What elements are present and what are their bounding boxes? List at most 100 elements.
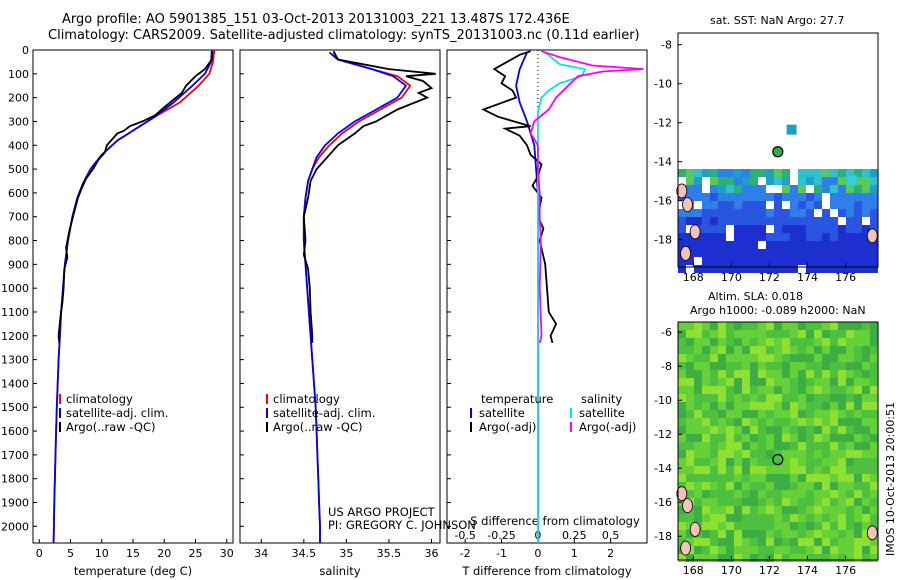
map-cell xyxy=(694,370,702,378)
map-cell xyxy=(742,241,750,249)
map-cell xyxy=(734,482,742,490)
map-cell xyxy=(726,265,734,273)
map-cell xyxy=(726,330,734,338)
map-cell xyxy=(694,410,702,418)
map-cell xyxy=(758,498,766,506)
sst-map-title: sat. SST: NaN Argo: 27.7 xyxy=(710,14,845,27)
series-line-climatology xyxy=(302,51,412,543)
y-tick-label: 300 xyxy=(8,115,29,128)
map-cell xyxy=(806,217,814,225)
map-cell xyxy=(726,450,734,458)
map-cell xyxy=(782,554,790,562)
panel-difference: -2 -1 0 1 2 T difference from climatology -0.5… xyxy=(446,49,648,578)
map-cell xyxy=(774,538,782,546)
map-cell xyxy=(686,490,694,498)
map-cell xyxy=(710,217,718,225)
map-cell xyxy=(806,498,814,506)
series-line-argo-raw-qc- xyxy=(57,51,214,343)
map-cell xyxy=(838,450,846,458)
map-cell xyxy=(750,346,758,354)
map-cell xyxy=(718,466,726,474)
axes-frame xyxy=(446,49,648,544)
map-cell xyxy=(702,394,710,402)
map-cell xyxy=(830,490,838,498)
map-cell xyxy=(870,434,878,442)
map-cell xyxy=(846,434,854,442)
map-cell xyxy=(758,169,766,177)
map-cell xyxy=(702,362,710,370)
map-cell xyxy=(742,169,750,177)
axes-frame xyxy=(239,49,441,544)
map-cell xyxy=(718,394,726,402)
map-cell xyxy=(734,538,742,546)
map-cell xyxy=(758,538,766,546)
map-cell xyxy=(862,442,870,450)
y-tick-label: -14 xyxy=(654,462,672,475)
map-cell xyxy=(710,514,718,522)
map-cell xyxy=(766,233,774,241)
map-cell xyxy=(686,426,694,434)
map-cell xyxy=(846,249,854,257)
map-cell xyxy=(678,426,686,434)
map-cell xyxy=(798,514,806,522)
map-cell xyxy=(694,338,702,346)
map-cell xyxy=(758,338,766,346)
legend-label: Argo(..raw -QC) xyxy=(273,420,363,434)
map-cell xyxy=(774,506,782,514)
map-cell xyxy=(774,426,782,434)
map-cell xyxy=(694,442,702,450)
map-cell xyxy=(798,442,806,450)
map-cell xyxy=(750,177,758,185)
map-cell xyxy=(686,466,694,474)
map-cell xyxy=(710,442,718,450)
y-tick-label: -12 xyxy=(654,428,672,441)
map-cell xyxy=(846,466,854,474)
panel-temperature: 0 5 10 15 20 25 30 temperature (deg C) 0 100 200 30… xyxy=(1,44,234,578)
map-cell xyxy=(678,346,686,354)
map-cell xyxy=(822,554,830,562)
map-cell xyxy=(854,185,862,193)
island-shape xyxy=(680,245,692,261)
map-cell xyxy=(742,386,750,394)
map-cell xyxy=(782,546,790,554)
map-cell xyxy=(830,426,838,434)
map-cell xyxy=(758,378,766,386)
map-cell xyxy=(774,370,782,378)
map-cell xyxy=(734,442,742,450)
map-cell xyxy=(774,362,782,370)
map-cell xyxy=(694,185,702,193)
map-cell xyxy=(814,330,822,338)
map-cell xyxy=(710,338,718,346)
map-cell xyxy=(718,338,726,346)
map-cell xyxy=(774,322,782,330)
map-cell xyxy=(790,458,798,466)
map-cell xyxy=(862,410,870,418)
map-cell xyxy=(806,538,814,546)
map-cell xyxy=(758,490,766,498)
map-cell xyxy=(838,225,846,233)
map-cell xyxy=(718,554,726,562)
map-cell xyxy=(806,265,814,273)
map-cell xyxy=(838,554,846,562)
map-cell xyxy=(838,434,846,442)
map-cell xyxy=(750,530,758,538)
map-cell xyxy=(830,402,838,410)
map-cell xyxy=(854,434,862,442)
map-cell xyxy=(814,322,822,330)
island-shape xyxy=(676,183,688,199)
map-cell xyxy=(790,506,798,514)
map-cell xyxy=(862,394,870,402)
map-cell xyxy=(798,466,806,474)
map-cell xyxy=(694,506,702,514)
map-cell xyxy=(750,466,758,474)
x-tick-label: 176 xyxy=(835,271,856,284)
map-cell xyxy=(830,498,838,506)
map-cell xyxy=(798,201,806,209)
map-cell xyxy=(678,418,686,426)
map-cell xyxy=(862,434,870,442)
map-cell xyxy=(798,450,806,458)
map-cell xyxy=(726,458,734,466)
map-cell xyxy=(774,554,782,562)
map-cell xyxy=(710,482,718,490)
map-cell xyxy=(686,378,694,386)
